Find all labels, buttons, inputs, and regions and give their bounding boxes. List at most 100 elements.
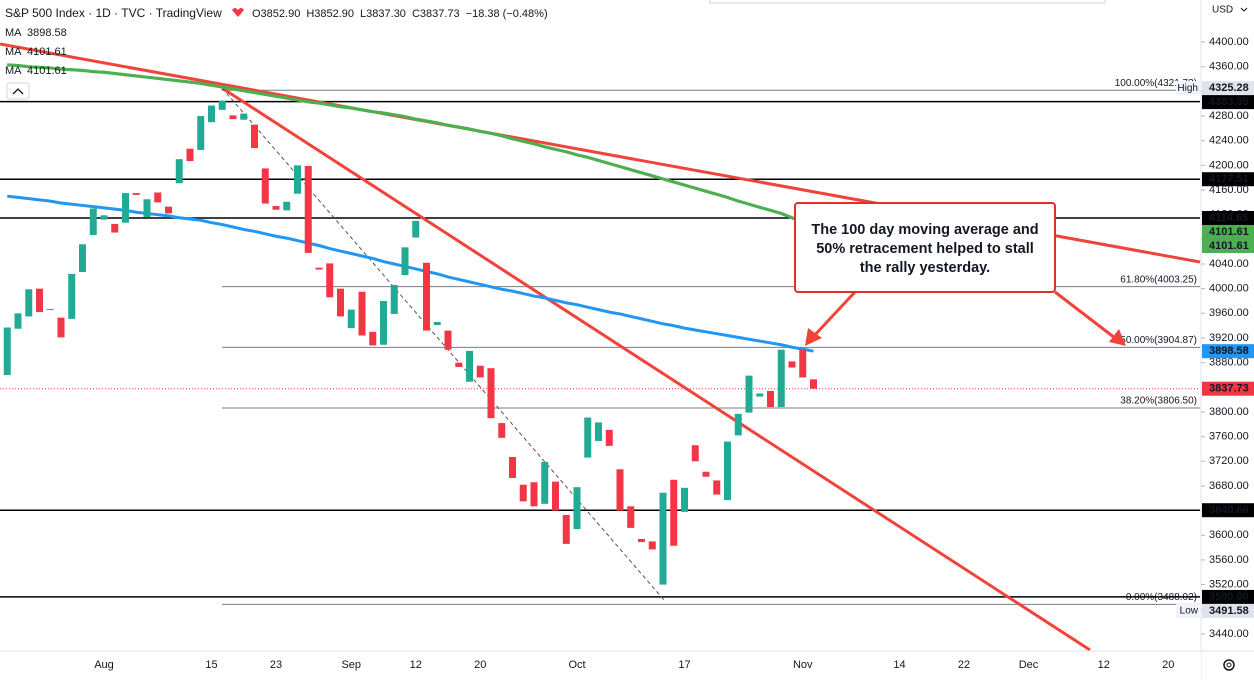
- price-box-label: 3640.66: [1209, 504, 1249, 516]
- x-tick-label: 14: [893, 659, 905, 671]
- candle-body: [390, 284, 398, 314]
- candle-body: [380, 300, 387, 345]
- x-tick-label: 17: [678, 659, 690, 671]
- candle-body: [46, 309, 54, 311]
- candle-body: [767, 391, 774, 408]
- candle-body: [315, 267, 323, 270]
- price-box-label: 4303.35: [1209, 96, 1249, 108]
- price-axis-bg: [1201, 0, 1254, 680]
- y-tick-label: 4280.00: [1209, 110, 1249, 122]
- arrow-head: [1109, 329, 1126, 346]
- candle-body: [412, 220, 420, 238]
- candle-body: [573, 487, 581, 530]
- y-tick-label: 4360.00: [1209, 61, 1249, 73]
- candle-body: [100, 215, 108, 220]
- side-box: [1176, 81, 1201, 96]
- y-tick-label: 4200.00: [1209, 159, 1249, 171]
- candle-body: [423, 262, 430, 331]
- candle-body: [89, 208, 97, 236]
- candle-body: [659, 492, 667, 585]
- y-tick-label: 3920.00: [1209, 332, 1249, 344]
- fib-label: 100.00%(4321.73): [1115, 78, 1197, 89]
- candle-body: [584, 417, 592, 458]
- y-tick-label: 4040.00: [1209, 258, 1249, 270]
- chart-title: S&P 500 Index · 1D · TVC · TradingView: [5, 6, 222, 20]
- ma-layer: [7, 63, 815, 353]
- x-tick-label: 22: [958, 659, 970, 671]
- candle-body: [627, 506, 635, 528]
- legend-name: MA: [5, 46, 22, 58]
- candle-body: [283, 201, 291, 211]
- side-box: [1176, 603, 1201, 618]
- candle-body: [68, 273, 76, 319]
- candle-body: [240, 113, 248, 120]
- fib-label: 50.00%(3904.87): [1120, 335, 1197, 346]
- ohlc-value: H3852.90: [306, 8, 354, 20]
- candle-body: [799, 349, 807, 378]
- y-tick-label: 4160.00: [1209, 184, 1249, 196]
- candle-body: [519, 484, 527, 502]
- currency[interactable]: USD: [1212, 5, 1233, 16]
- time-axis-bg: [0, 651, 1201, 680]
- legend-name: MA: [5, 65, 22, 77]
- candle-body: [788, 361, 796, 368]
- candle-body: [132, 193, 140, 195]
- candle-body: [143, 199, 151, 218]
- settings-icon[interactable]: [1223, 659, 1235, 671]
- candle-body: [670, 479, 678, 546]
- x-tick-label: Dec: [1019, 659, 1039, 671]
- x-tick-label: Oct: [568, 659, 585, 671]
- candle-body: [595, 422, 602, 441]
- candle-body: [605, 429, 613, 446]
- candle-body: [3, 327, 11, 375]
- candle-body: [208, 105, 215, 123]
- price-box-label: 4177.51: [1209, 173, 1249, 185]
- y-tick-label: 3520.00: [1209, 579, 1249, 591]
- price-box-label: 3837.73: [1209, 383, 1249, 395]
- x-tick-label: 15: [205, 659, 217, 671]
- price-box: [1202, 210, 1254, 225]
- candle-body: [433, 321, 441, 326]
- candle-body: [777, 349, 785, 408]
- candle-body: [724, 441, 731, 501]
- candle-body: [552, 481, 559, 511]
- partial-box: [709, 0, 1106, 4]
- collapse-button[interactable]: [6, 82, 30, 100]
- candle-body: [358, 291, 366, 336]
- price-box: [1202, 224, 1254, 239]
- candle-body: [713, 480, 721, 495]
- fib-label: 61.80%(4003.25): [1120, 274, 1197, 285]
- y-tick-label: 4000.00: [1209, 283, 1249, 295]
- heart-icon[interactable]: [232, 8, 244, 17]
- candle-body: [455, 362, 463, 367]
- side-label: Low: [1180, 606, 1199, 617]
- x-tick-label: 23: [270, 659, 282, 671]
- candle-body: [229, 115, 237, 120]
- price-box-label: 3898.58: [1209, 345, 1249, 357]
- y-tick-label: 4400.00: [1209, 36, 1249, 48]
- candle-body: [756, 393, 764, 397]
- candle-body: [509, 456, 516, 478]
- candle-body: [25, 289, 33, 317]
- legend-value: 3898.58: [27, 27, 67, 39]
- y-tick-label: 3560.00: [1209, 554, 1249, 566]
- annotation-box: [794, 202, 1056, 293]
- x-tick-label: 20: [1162, 659, 1174, 671]
- y-tick-label: 4240.00: [1209, 135, 1249, 147]
- side-label: High: [1177, 83, 1198, 94]
- legend-name: MA: [5, 27, 22, 39]
- candle-body: [401, 247, 409, 276]
- candle-body: [154, 192, 162, 203]
- y-tick-label: 3800.00: [1209, 406, 1249, 418]
- price-box-layer: 4325.28 High 4303.35 4177.51 4114.65 4101.61 4…: [1176, 81, 1254, 618]
- candle-body: [745, 375, 753, 413]
- candle-body: [691, 445, 699, 462]
- y-tick-label: 3760.00: [1209, 431, 1249, 443]
- header-layer: O3852.90 H3852.90 L3837.30 C3837.73 −18.38 (…: [5, 8, 548, 77]
- annotation-text: the rally yesterday.: [860, 260, 990, 276]
- candle-body: [681, 487, 688, 512]
- price-box-label: 4325.28: [1209, 82, 1249, 94]
- candle-body: [251, 124, 258, 149]
- candle-body: [14, 313, 22, 329]
- candle-body: [36, 288, 43, 313]
